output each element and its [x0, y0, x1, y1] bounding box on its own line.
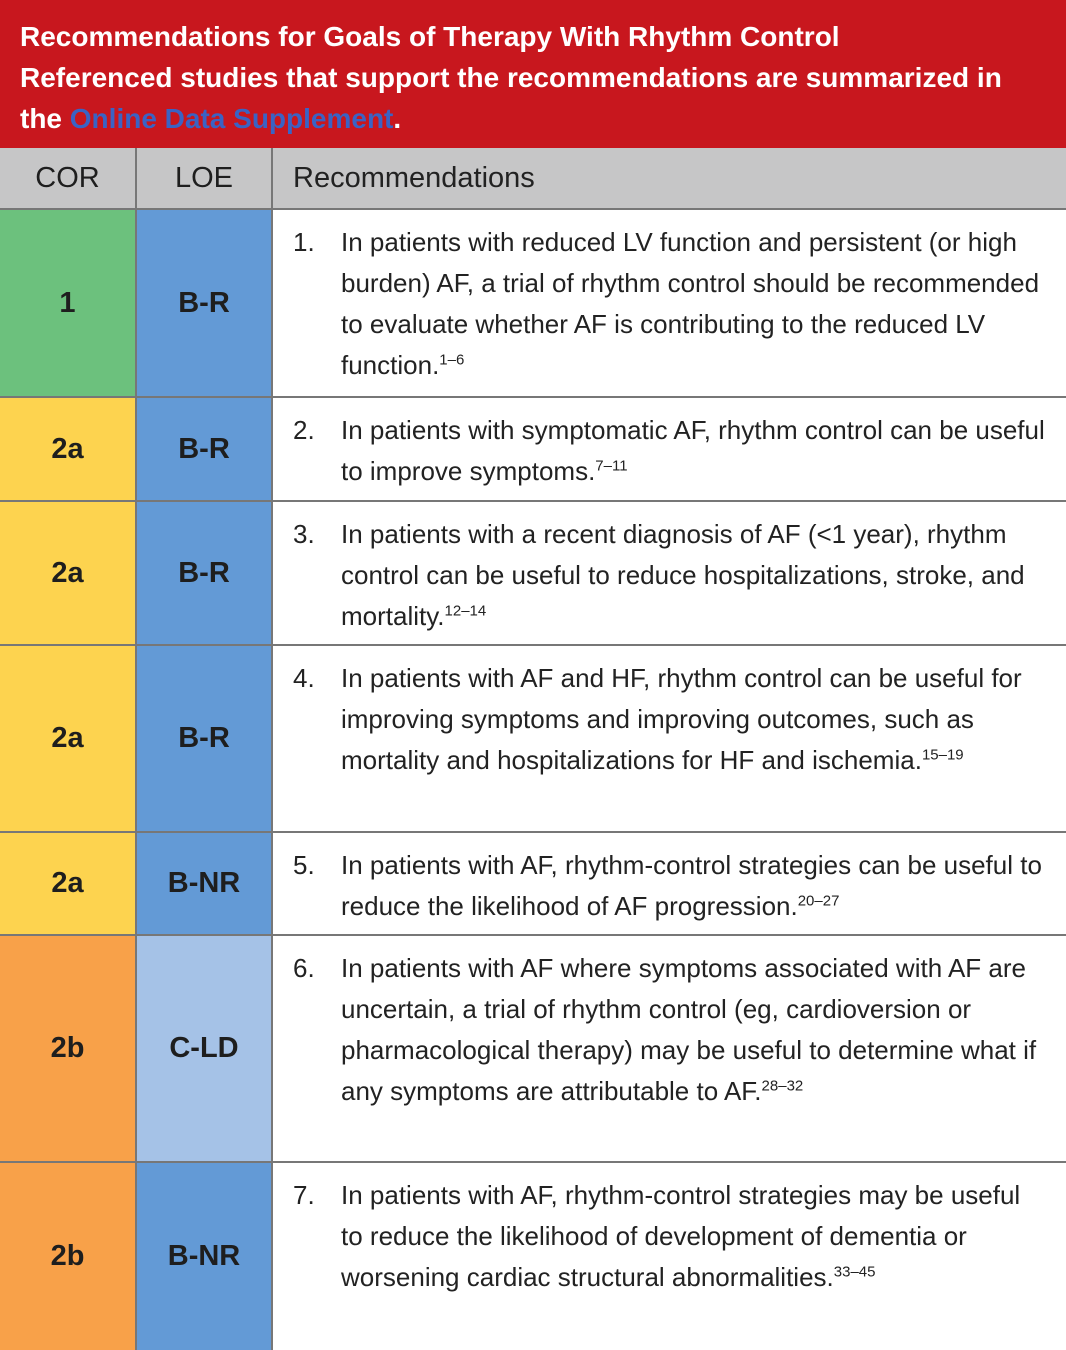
- subtitle: Referenced studies that support the reco…: [20, 57, 1046, 139]
- cor-cell: 2a: [0, 833, 137, 934]
- recommendation-cell: 4. In patients with AF and HF, rhythm con…: [273, 646, 1066, 831]
- text: In patients with symptomatic AF, rhythm …: [341, 415, 1045, 486]
- column-header: COR: [0, 148, 137, 208]
- subtitle-text: Referenced studies that support the reco…: [20, 62, 1002, 134]
- references: 7–11: [595, 457, 628, 475]
- references: 33–45: [833, 1263, 876, 1281]
- column-header: LOE: [137, 148, 273, 208]
- table-row: 1 B-R 1. In patients with reduced LV functi…: [0, 210, 1066, 398]
- recommendation-text: In patients with AF where symptoms assoc…: [341, 948, 1046, 1161]
- recommendation-text: In patients with a recent diagnosis of A…: [341, 514, 1046, 644]
- cor-cell: 2a: [0, 398, 137, 500]
- recommendation-cell: 7. In patients with AF, rhythm-control st…: [273, 1163, 1066, 1350]
- recommendation-number: 7.: [293, 1180, 315, 1210]
- recommendation-number: 3.: [293, 519, 315, 549]
- loe-cell: B-NR: [137, 1163, 273, 1350]
- references: 15–19: [921, 746, 964, 764]
- cor-cell: 1: [0, 210, 137, 396]
- text: In patients with a recent diagnosis of A…: [341, 519, 1025, 631]
- table-row: 2b C-LD 6. In patients with AF where sympto…: [0, 936, 1066, 1163]
- loe-cell: B-R: [137, 646, 273, 831]
- cor-cell: 2b: [0, 936, 137, 1161]
- recommendation-text: In patients with symptomatic AF, rhythm …: [341, 410, 1046, 500]
- column-header: Recommendations: [293, 161, 535, 194]
- recommendation-cell: 3. In patients with a recent diagnosis of…: [273, 502, 1066, 644]
- recommendation-text: In patients with reduced LV function and…: [341, 222, 1046, 396]
- recommendation-text: In patients with AF, rhythm-control stra…: [341, 1175, 1046, 1350]
- references: 20–27: [797, 892, 840, 910]
- supplement-link[interactable]: Online Data Supplement: [69, 103, 394, 134]
- text: In patients with AF where symptoms assoc…: [341, 953, 1037, 1106]
- table-row: 2a B-R 2. In patients with symptomatic AF, …: [0, 398, 1066, 502]
- recommendation-text: In patients with AF, rhythm-control stra…: [341, 845, 1046, 934]
- cor-cell: 2b: [0, 1163, 137, 1350]
- subtitle-end: .: [393, 103, 402, 134]
- recommendation-cell: 2. In patients with symptomatic AF, rhyth…: [273, 398, 1066, 500]
- table-row: 2a B-R 3. In patients with a recent diagnos…: [0, 502, 1066, 646]
- recommendation-cell: 6. In patients with AF where symptoms ass…: [273, 936, 1066, 1161]
- loe-cell: B-R: [137, 398, 273, 500]
- text: In patients with reduced LV function and…: [341, 227, 1040, 380]
- text: In patients with AF, rhythm-control stra…: [341, 850, 1042, 921]
- recommendation-number: 6.: [293, 953, 315, 983]
- recommendation-text: In patients with AF and HF, rhythm contr…: [341, 658, 1046, 831]
- references: 1–6: [439, 351, 465, 369]
- loe-cell: C-LD: [137, 936, 273, 1161]
- loe-cell: B-R: [137, 502, 273, 644]
- table-row: 2a B-NR 5. In patients with AF, rhythm-cont…: [0, 833, 1066, 936]
- table-row: 2b B-NR 7. In patients with AF, rhythm-cont…: [0, 1163, 1066, 1350]
- loe-cell: B-R: [137, 210, 273, 396]
- title: Recommendations for Goals of Therapy Wit…: [20, 21, 840, 52]
- header: Recommendations for Goals of Therapy Wit…: [0, 0, 1066, 148]
- table-header: COR LOE Recommendations: [0, 148, 1066, 210]
- recommendation-number: 1.: [293, 227, 315, 257]
- recommendation-cell: 1. In patients with reduced LV function a…: [273, 210, 1066, 396]
- recommendation-number: 2.: [293, 415, 315, 445]
- references: 28–32: [761, 1077, 804, 1095]
- text: In patients with AF, rhythm-control stra…: [341, 1180, 1021, 1292]
- recommendation-cell: 5. In patients with AF, rhythm-control st…: [273, 833, 1066, 934]
- loe-cell: B-NR: [137, 833, 273, 934]
- table-body: 1 B-R 1. In patients with reduced LV functi…: [0, 210, 1066, 1350]
- recommendation-number: 5.: [293, 850, 315, 880]
- cor-cell: 2a: [0, 502, 137, 644]
- cor-cell: 2a: [0, 646, 137, 831]
- table-row: 2a B-R 4. In patients with AF and HF, rhyth…: [0, 646, 1066, 833]
- text: In patients with AF and HF, rhythm contr…: [341, 663, 1022, 775]
- recommendation-number: 4.: [293, 663, 315, 693]
- references: 12–14: [444, 602, 487, 620]
